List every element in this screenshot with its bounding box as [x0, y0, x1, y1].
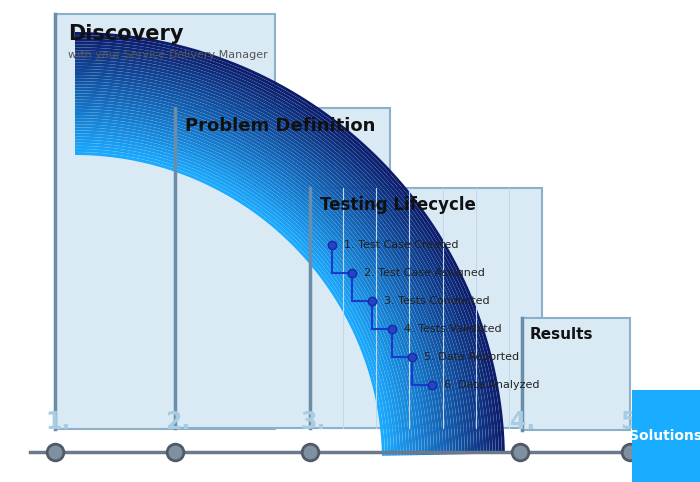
Text: Discovery: Discovery: [68, 24, 183, 44]
Polygon shape: [75, 91, 447, 455]
Polygon shape: [75, 106, 431, 455]
Text: 3. Tests Conducted: 3. Tests Conducted: [384, 296, 489, 306]
Polygon shape: [75, 66, 471, 454]
Polygon shape: [75, 112, 425, 455]
Text: 5. Data Reported: 5. Data Reported: [424, 352, 519, 362]
Text: 1.: 1.: [45, 410, 70, 434]
Polygon shape: [75, 35, 502, 454]
Text: 6. Data Analyzed: 6. Data Analyzed: [444, 380, 540, 390]
Polygon shape: [75, 146, 391, 456]
Polygon shape: [75, 56, 480, 454]
Text: 1. Test Case Created: 1. Test Case Created: [344, 240, 458, 250]
Polygon shape: [75, 127, 409, 455]
Polygon shape: [75, 38, 499, 454]
Polygon shape: [75, 47, 489, 454]
Text: Solutions: Solutions: [629, 429, 700, 443]
Polygon shape: [75, 69, 468, 454]
Text: 4. Tests Validated: 4. Tests Validated: [404, 324, 502, 334]
Polygon shape: [75, 134, 403, 455]
Polygon shape: [75, 78, 458, 455]
Text: 2. Test Case Assigned: 2. Test Case Assigned: [364, 268, 485, 278]
Bar: [310, 188, 542, 428]
Polygon shape: [75, 152, 385, 456]
Polygon shape: [75, 149, 388, 456]
Text: Testing Lifecycle: Testing Lifecycle: [320, 196, 476, 214]
Polygon shape: [75, 63, 474, 454]
Polygon shape: [75, 84, 453, 455]
Polygon shape: [75, 131, 407, 455]
Polygon shape: [75, 81, 456, 455]
Polygon shape: [75, 72, 465, 454]
Polygon shape: [75, 118, 419, 455]
Polygon shape: [75, 60, 477, 454]
Polygon shape: [75, 100, 438, 455]
Polygon shape: [75, 51, 486, 454]
Polygon shape: [75, 94, 443, 455]
Polygon shape: [75, 54, 484, 454]
Polygon shape: [75, 124, 412, 455]
Text: 2.: 2.: [165, 410, 190, 434]
Polygon shape: [75, 32, 505, 454]
Polygon shape: [75, 143, 394, 455]
Bar: [522, 318, 630, 430]
Text: 3.: 3.: [300, 410, 326, 434]
Polygon shape: [75, 41, 496, 454]
Bar: [55, 14, 275, 429]
Polygon shape: [75, 87, 449, 455]
Text: Results: Results: [530, 327, 594, 342]
Text: 5.: 5.: [620, 410, 645, 434]
Bar: [632, 390, 700, 482]
Polygon shape: [75, 136, 400, 455]
Polygon shape: [75, 44, 493, 454]
Text: with your Service Delivery Manager: with your Service Delivery Manager: [68, 50, 267, 60]
Polygon shape: [75, 121, 416, 455]
Polygon shape: [75, 140, 397, 455]
Polygon shape: [75, 75, 462, 455]
Polygon shape: [75, 115, 422, 455]
Polygon shape: [75, 109, 428, 455]
Polygon shape: [75, 96, 440, 455]
Text: 4.: 4.: [510, 410, 536, 434]
Text: Problem Definition: Problem Definition: [185, 117, 375, 135]
Polygon shape: [75, 103, 434, 455]
Bar: [175, 108, 390, 428]
